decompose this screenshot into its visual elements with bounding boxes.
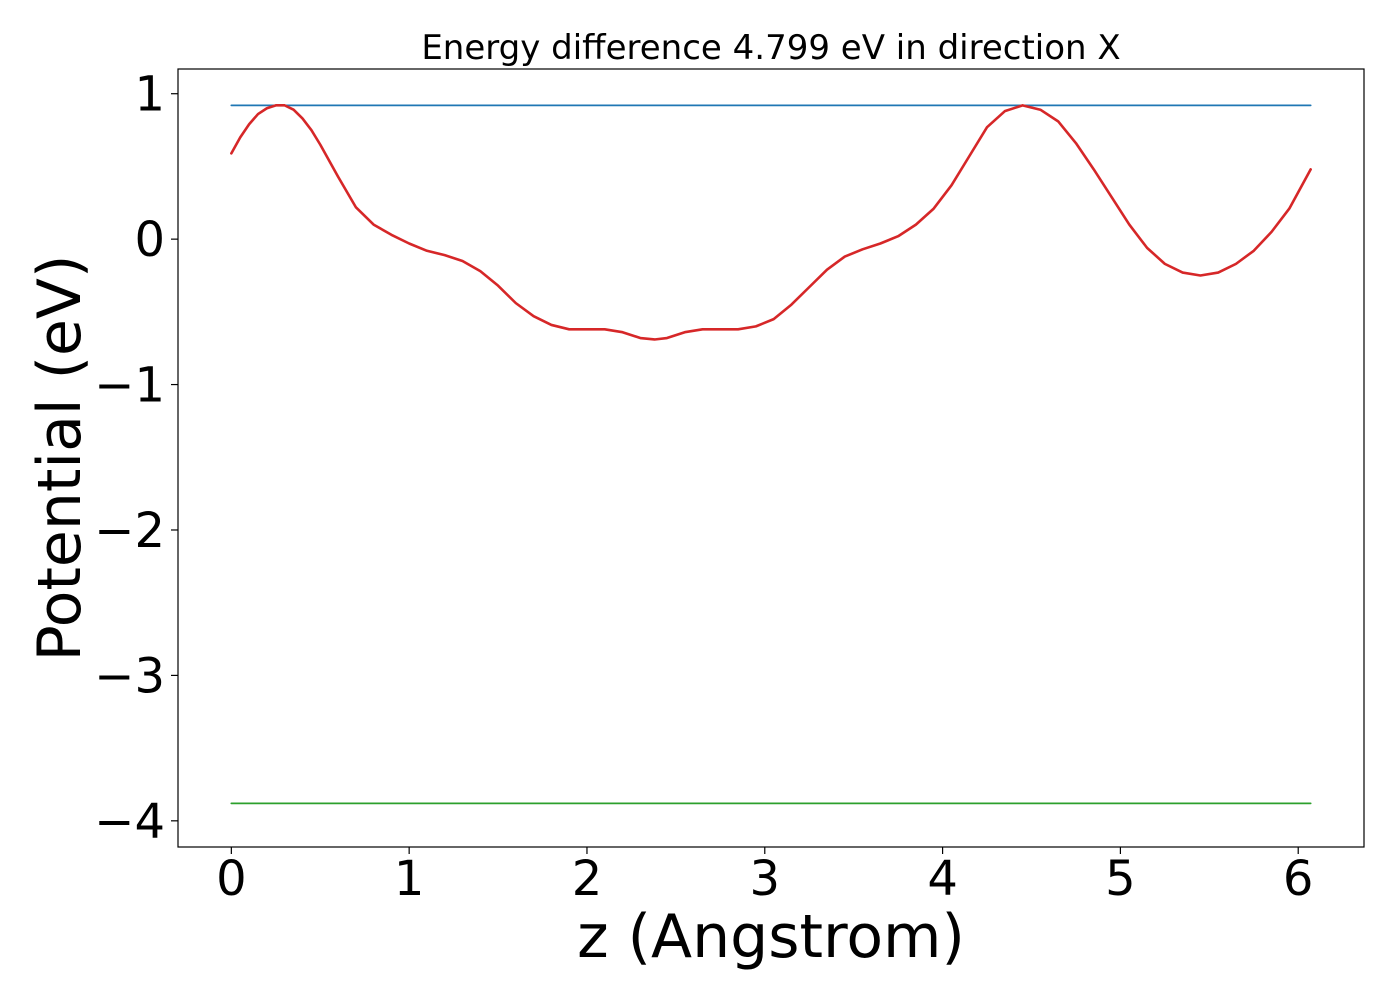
y-tick-label: −2 [94,503,165,559]
ticks-layer: 0 1 2 3 4 5 6 1 0 −1 −2 −3 −4 [94,67,1313,907]
y-tick-label: −3 [94,648,165,704]
y-tick-label: 1 [134,67,165,123]
x-axis-label: z (Angstrom) [577,902,965,972]
plot-frame [177,68,1365,848]
x-tick-label: 2 [572,851,603,907]
y-axis-label: Potential (eV) [25,255,95,662]
series-line-2 [230,104,1312,341]
data-layer [230,104,1312,805]
x-tick-label: 3 [750,851,781,907]
x-tick-label: 5 [1105,851,1136,907]
x-tick-label: 6 [1283,851,1314,907]
x-tick-label: 0 [216,851,247,907]
y-tick-label: 0 [134,212,165,268]
y-tick-label: −4 [94,794,165,850]
x-tick-label: 4 [927,851,958,907]
chart-title: Energy difference 4.799 eV in direction … [421,28,1120,68]
x-tick-label: 1 [394,851,425,907]
y-tick-label: −1 [94,358,165,414]
